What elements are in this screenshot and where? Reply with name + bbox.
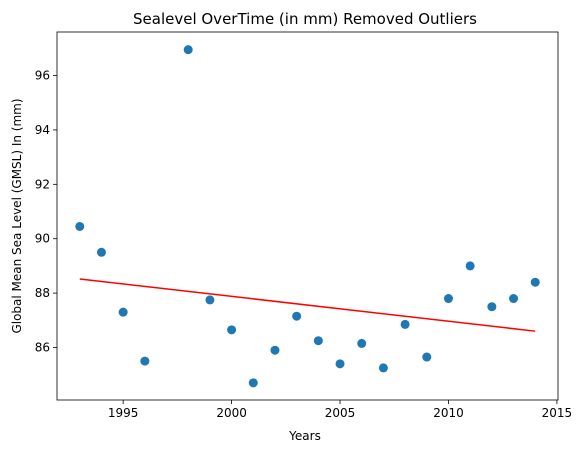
data-point [75, 221, 85, 231]
x-tick-label: 1995 [108, 406, 139, 420]
data-point [96, 247, 106, 257]
data-point [530, 277, 540, 287]
data-point [313, 336, 323, 346]
y-axis-label: Global Mean Sea Level (GMSL) In (mm) [10, 98, 24, 333]
y-tick-label: 90 [35, 232, 50, 246]
data-point [465, 261, 475, 271]
data-point [400, 319, 410, 329]
y-axis-ticks: 86 88 90 92 94 96 [35, 69, 57, 355]
chart-title: Sealevel OverTime (in mm) Removed Outlie… [133, 10, 477, 28]
x-tick-label: 2005 [325, 406, 356, 420]
y-tick-label: 96 [35, 69, 50, 83]
data-point [183, 45, 193, 55]
y-tick-label: 88 [35, 286, 50, 300]
plot-frame [56, 31, 559, 401]
y-tick-label: 86 [35, 341, 50, 355]
data-point [292, 311, 302, 321]
data-point [248, 378, 258, 388]
y-tick-label: 92 [35, 177, 50, 191]
data-point [443, 294, 453, 304]
trend-line [79, 278, 536, 332]
data-point [509, 294, 519, 304]
data-point [227, 325, 237, 335]
x-tick-label: 2015 [542, 406, 573, 420]
x-tick-label: 2000 [216, 406, 247, 420]
data-point [270, 345, 280, 355]
data-point [140, 356, 150, 366]
data-point [357, 338, 367, 348]
x-tick-label: 2010 [433, 406, 464, 420]
x-axis-label: Years [288, 429, 321, 443]
plot-area [75, 45, 540, 388]
data-point [378, 363, 388, 373]
data-point [335, 359, 345, 369]
data-point [118, 307, 128, 317]
data-point [487, 302, 497, 312]
data-point [205, 295, 215, 305]
data-point [422, 352, 432, 362]
x-axis-ticks: 1995 2000 2005 2010 2015 [108, 400, 572, 420]
y-tick-label: 94 [35, 123, 50, 137]
